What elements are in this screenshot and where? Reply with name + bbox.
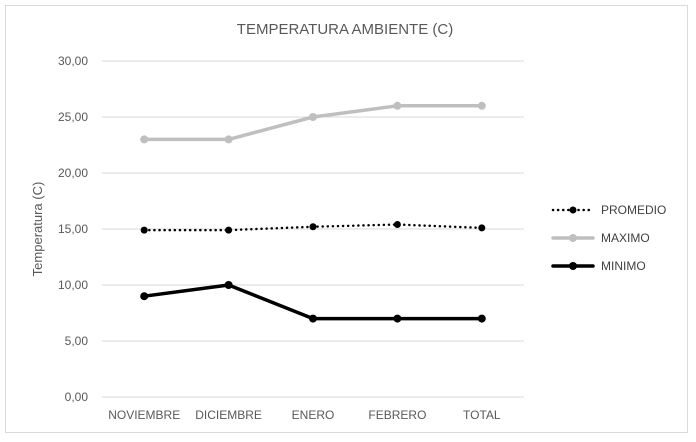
x-tick-label: DICIEMBRE (195, 408, 262, 422)
data-point-promedio (478, 224, 486, 232)
data-point-minimo (224, 281, 233, 289)
data-point-maximo (477, 101, 486, 110)
y-tick-label: 5,00 (65, 334, 89, 348)
x-tick-label: FEBRERO (368, 408, 426, 422)
data-point-promedio (309, 223, 317, 231)
data-point-promedio (393, 221, 401, 229)
data-point-maximo (393, 101, 402, 110)
data-point-promedio (140, 226, 148, 234)
data-point-promedio (225, 226, 233, 234)
y-tick-label: 10,00 (58, 278, 88, 292)
legend-marker-promedio (569, 206, 577, 214)
series-line-maximo (142, 104, 484, 142)
legend-label-maximo: MAXIMO (601, 231, 650, 245)
legend-marker-minimo (569, 262, 577, 270)
legend-label-promedio: PROMEDIO (601, 203, 666, 217)
series-line-minimo (142, 283, 484, 321)
data-point-maximo (309, 113, 317, 121)
chart-frame (5, 5, 688, 433)
y-tick-label: 20,00 (58, 166, 88, 180)
data-point-minimo (393, 314, 402, 323)
y-tick-label: 25,00 (58, 110, 88, 124)
y-tick-label: 30,00 (58, 54, 88, 68)
x-tick-label: ENERO (292, 408, 335, 422)
x-tick-label: NOVIEMBRE (108, 408, 180, 422)
data-point-maximo (224, 135, 233, 144)
legend-label-minimo: MINIMO (601, 259, 646, 273)
y-tick-label: 0,00 (65, 390, 89, 404)
data-point-minimo (477, 314, 486, 323)
data-point-minimo (309, 314, 317, 323)
x-tick-label: TOTAL (463, 408, 501, 422)
y-axis-label: Temperatura (C) (30, 182, 45, 277)
legend-marker-maximo (569, 234, 577, 242)
chart-title: TEMPERATURA AMBIENTE (C) (237, 21, 453, 38)
y-tick-label: 15,00 (58, 222, 88, 236)
data-point-minimo (140, 292, 149, 301)
data-point-maximo (140, 135, 149, 144)
